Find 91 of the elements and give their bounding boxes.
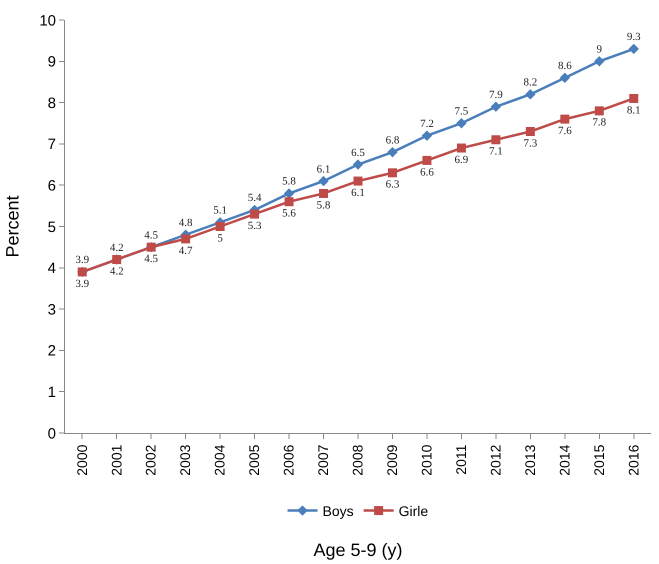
point bbox=[250, 210, 260, 219]
x-tick-label: 2001 bbox=[108, 444, 124, 476]
data-label: 8.2 bbox=[523, 76, 538, 89]
y-tick-label: 2 bbox=[48, 342, 56, 360]
y-tick-label: 5 bbox=[48, 218, 56, 236]
data-label: 5.8 bbox=[316, 199, 331, 212]
data-label: 4.5 bbox=[144, 229, 159, 242]
legend-label: Girle bbox=[398, 503, 428, 520]
x-tick-label: 2012 bbox=[487, 444, 504, 476]
x-tick-label: 2004 bbox=[212, 444, 228, 476]
point bbox=[456, 144, 466, 153]
point bbox=[490, 102, 502, 112]
data-label: 5.3 bbox=[248, 220, 262, 232]
point bbox=[525, 89, 536, 100]
point bbox=[422, 130, 432, 141]
data-label: 5.4 bbox=[248, 192, 262, 204]
y-tick-label: 4 bbox=[48, 260, 56, 278]
y-tick-label: 6 bbox=[48, 177, 56, 194]
point bbox=[354, 176, 362, 186]
point bbox=[388, 168, 397, 178]
y-tick-label: 1 bbox=[48, 384, 56, 401]
point bbox=[422, 156, 432, 165]
data-label: 6.3 bbox=[386, 178, 400, 191]
data-label: 6.9 bbox=[454, 154, 469, 166]
x-tick-label: 2011 bbox=[452, 444, 469, 475]
x-tick-label: 2009 bbox=[384, 444, 400, 476]
x-tick-label: 2013 bbox=[522, 444, 538, 476]
point bbox=[560, 72, 570, 84]
data-label: 7.9 bbox=[489, 88, 504, 101]
x-tick-label: 2014 bbox=[556, 444, 572, 476]
data-label: 4.7 bbox=[178, 244, 194, 257]
data-label: 7.1 bbox=[489, 146, 503, 158]
data-label: 8.1 bbox=[626, 104, 641, 116]
data-label: 6.6 bbox=[420, 166, 434, 178]
data-label: 3.9 bbox=[75, 278, 90, 290]
data-label: 6.5 bbox=[351, 146, 366, 159]
x-tick-label: 2002 bbox=[142, 444, 159, 476]
data-label: 5.6 bbox=[282, 208, 296, 220]
data-label: 7.3 bbox=[523, 137, 538, 150]
point bbox=[284, 197, 294, 206]
point bbox=[352, 159, 364, 170]
data-label: 4.2 bbox=[110, 242, 124, 254]
point bbox=[456, 118, 467, 128]
y-tick-label: 9 bbox=[48, 54, 56, 71]
x-tick-label: 2005 bbox=[246, 444, 262, 476]
x-axis-title: Age 5-9 (y) bbox=[313, 540, 403, 560]
point bbox=[387, 146, 398, 158]
y-axis-title: Percent bbox=[2, 195, 23, 258]
legend-label: Boys bbox=[322, 503, 354, 520]
data-label: 4.5 bbox=[144, 253, 159, 266]
point bbox=[629, 94, 638, 103]
point bbox=[560, 114, 570, 124]
data-label: 9 bbox=[596, 44, 603, 56]
point bbox=[318, 176, 329, 186]
point bbox=[319, 188, 328, 198]
point bbox=[284, 188, 294, 199]
point bbox=[628, 44, 639, 54]
y-tick-label: 3 bbox=[48, 301, 56, 318]
x-tick-label: 2015 bbox=[590, 444, 607, 476]
data-label: 4.8 bbox=[178, 217, 194, 230]
data-label: 3.9 bbox=[75, 254, 90, 266]
x-tick-label: 2003 bbox=[177, 444, 194, 476]
data-label: 9.3 bbox=[626, 31, 642, 44]
data-label: 7.5 bbox=[454, 106, 469, 118]
point bbox=[491, 135, 500, 144]
point bbox=[216, 222, 225, 231]
point bbox=[526, 127, 535, 136]
y-tick-label: 7 bbox=[48, 136, 56, 154]
x-tick-label: 2008 bbox=[350, 444, 366, 476]
data-label: 4.2 bbox=[110, 265, 124, 278]
point bbox=[594, 56, 604, 66]
data-label: 6.8 bbox=[386, 134, 400, 146]
x-tick-label: 2007 bbox=[315, 444, 332, 476]
data-label: 7.8 bbox=[592, 116, 607, 129]
x-tick-label: 2006 bbox=[280, 444, 297, 476]
data-label: 8.6 bbox=[558, 60, 572, 72]
point bbox=[594, 106, 604, 116]
y-tick-label: 10 bbox=[39, 12, 56, 30]
data-label: 6.1 bbox=[316, 163, 330, 176]
point bbox=[181, 234, 190, 244]
data-label: 5.8 bbox=[282, 176, 296, 188]
data-label: 7.2 bbox=[420, 118, 434, 130]
x-tick-label: 2000 bbox=[74, 444, 90, 476]
x-tick-label: 2010 bbox=[418, 444, 434, 476]
y-tick-label: 8 bbox=[48, 94, 56, 112]
x-tick-label: 2016 bbox=[625, 444, 642, 476]
data-label: 6.1 bbox=[351, 186, 365, 199]
y-tick-label: 0 bbox=[48, 425, 56, 442]
data-label: 5 bbox=[217, 232, 224, 244]
data-label: 7.6 bbox=[558, 124, 572, 137]
data-label: 5.1 bbox=[213, 204, 227, 217]
